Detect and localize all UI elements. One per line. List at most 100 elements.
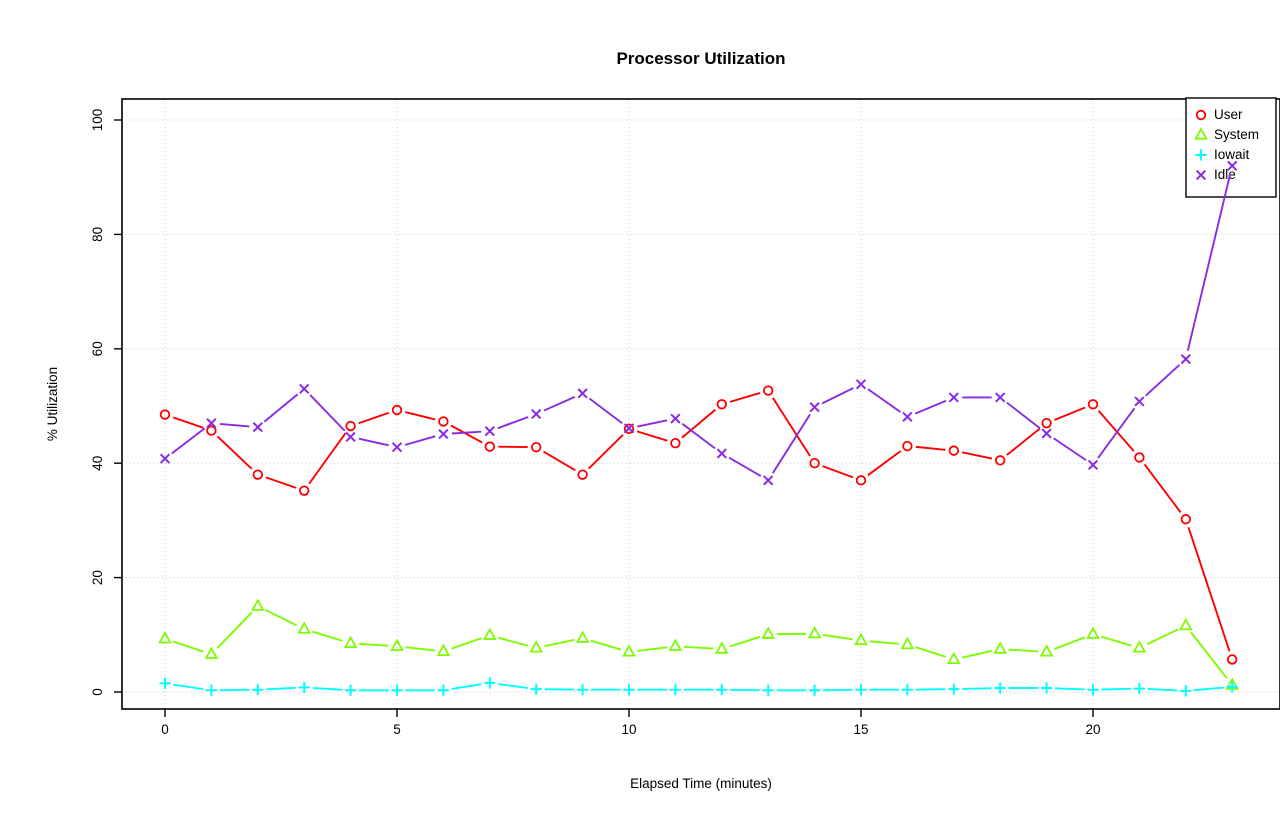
series-segment: [730, 637, 760, 647]
triangle-marker: [438, 645, 449, 655]
plus-marker: [623, 684, 634, 695]
series-segment: [173, 641, 203, 651]
x-tick-label: 5: [393, 722, 401, 737]
legend-item-system: System: [1214, 127, 1259, 142]
x-marker: [346, 432, 355, 441]
series-segment: [823, 635, 853, 639]
series-segment: [822, 388, 853, 403]
series-system: [160, 600, 1238, 689]
triangle-marker: [206, 648, 217, 658]
plus-marker: [438, 685, 449, 696]
y-tick-label: 100: [90, 109, 105, 132]
series-segment: [1007, 403, 1040, 429]
triangle-marker: [809, 628, 820, 638]
triangle-marker: [1088, 628, 1099, 638]
plus-marker: [1180, 685, 1191, 696]
series-segment: [915, 647, 945, 657]
series-segment: [637, 647, 667, 651]
series-segment: [498, 417, 528, 428]
series-segment: [1055, 688, 1084, 689]
x-marker: [671, 414, 680, 423]
y-tick-label: 20: [90, 570, 105, 585]
series-segment: [310, 395, 345, 431]
circle-marker: [764, 386, 773, 395]
series-segment: [869, 641, 898, 644]
series-segment: [773, 398, 810, 456]
triangle-marker: [299, 623, 310, 633]
series-segment: [1007, 428, 1040, 455]
plus-marker: [855, 684, 866, 695]
triangle-marker: [345, 637, 356, 647]
circle-marker: [1182, 515, 1191, 524]
circle-marker: [718, 400, 727, 409]
x-marker: [1135, 397, 1144, 406]
series-segment: [682, 410, 715, 438]
x-marker: [253, 423, 262, 432]
series-segment: [266, 477, 296, 487]
series-segment: [1145, 464, 1181, 512]
plus-marker: [299, 682, 310, 693]
plus-marker: [948, 684, 959, 695]
series-segment: [173, 417, 203, 427]
plus-marker: [995, 682, 1006, 693]
series-segment: [962, 651, 992, 658]
series-segment: [405, 436, 435, 445]
x-marker: [439, 430, 448, 439]
circle-marker: [1042, 419, 1051, 428]
series-segment: [637, 431, 667, 440]
circle-marker: [439, 417, 448, 426]
series-segment: [173, 685, 203, 689]
plus-marker: [531, 684, 542, 695]
series-segment: [451, 638, 481, 648]
x-marker: [532, 410, 541, 419]
x-marker: [1181, 355, 1190, 364]
x-marker: [578, 389, 587, 398]
plus-marker: [391, 685, 402, 696]
x-tick-label: 20: [1085, 722, 1100, 737]
plus-marker: [159, 678, 170, 689]
series-segment: [405, 647, 435, 650]
series-segment: [1054, 407, 1085, 419]
series-segment: [217, 612, 252, 648]
circle-marker: [486, 442, 495, 451]
triangle-marker: [485, 629, 496, 639]
circle-marker: [532, 443, 541, 452]
circle-marker: [903, 442, 912, 451]
series-segment: [915, 401, 946, 414]
plus-marker: [670, 684, 681, 695]
plus-marker: [1227, 681, 1238, 692]
series-segment: [1188, 527, 1229, 651]
series-segment: [452, 684, 482, 689]
triangle-marker: [1041, 646, 1052, 656]
series-segment: [729, 458, 761, 476]
circle-marker: [671, 439, 680, 448]
triangle-marker: [717, 643, 728, 653]
triangle-marker: [160, 633, 171, 643]
triangle-marker: [253, 600, 264, 610]
series-segment: [1101, 637, 1131, 646]
series-segment: [359, 413, 389, 423]
triangle-marker: [624, 646, 635, 656]
series-segment: [730, 393, 760, 402]
circle-marker: [254, 470, 263, 479]
series-segment: [359, 439, 389, 446]
circle-marker: [1135, 453, 1144, 462]
triangle-marker: [1134, 642, 1145, 652]
series-segment: [1147, 629, 1178, 644]
series-segment: [498, 638, 528, 646]
x-tick-label: 0: [161, 722, 169, 737]
series-segment: [1009, 650, 1038, 652]
y-tick-label: 40: [90, 456, 105, 471]
series-segment: [682, 424, 715, 449]
chart-figure: Processor Utilization Elapsed Time (minu…: [40, 16, 1280, 817]
triangle-marker: [949, 653, 960, 663]
series-segment: [313, 688, 342, 690]
series-segment: [405, 412, 435, 419]
series-segment: [868, 389, 900, 412]
series-segment: [1188, 174, 1230, 351]
plus-marker: [809, 685, 820, 696]
plus-marker: [902, 684, 913, 695]
triangle-marker: [670, 640, 681, 650]
